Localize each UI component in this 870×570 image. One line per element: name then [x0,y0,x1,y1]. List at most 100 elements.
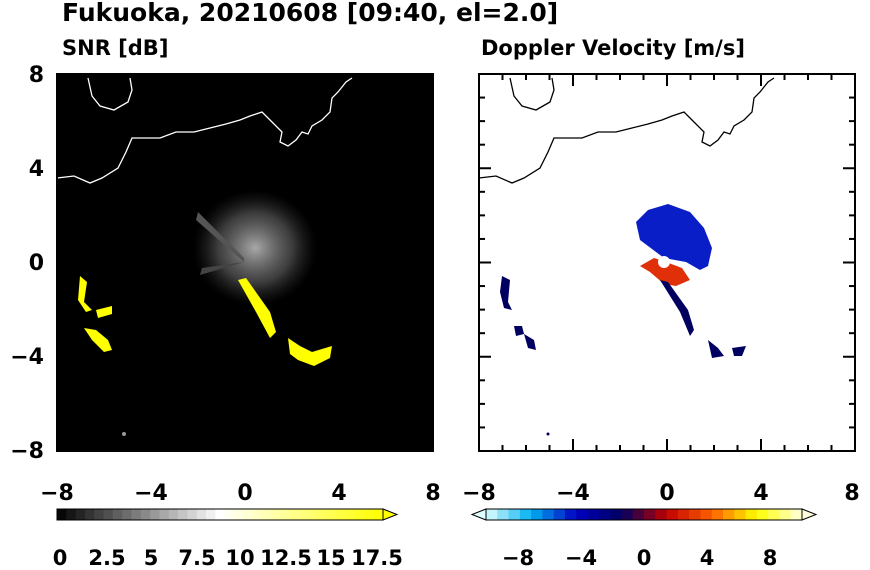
velocity-colorbar-bar-segment [677,509,690,520]
velocity-echo-band [514,326,524,336]
velocity-colorbar-bar-segment [576,509,589,520]
snr-colorbar-ticklabels: 0 2.5 5 7.5 10 12.5 15 17.5 [53,546,403,570]
figure-title: Fukuoka, 20210608 [09:40, el=2.0] [62,0,559,27]
velocity-colorbar-bar-segment [734,509,747,520]
snr-colorbar-bar-segment [140,509,151,520]
snr-y-ticklabel: −4 [10,345,44,370]
velocity-echo-band [708,340,724,358]
velocity-data-layer [500,204,746,436]
snr-echo-band [96,306,112,318]
snr-colorbar-bar-segment [159,509,170,520]
snr-echo-speck [122,432,126,436]
snr-echo-band [84,328,112,352]
snr-colorbar-bar-segment [66,509,77,520]
velocity-colorbar-bar-segment [632,509,645,520]
velocity-colorbar-bar-segment [542,509,555,520]
snr-clutter-echo [193,190,317,306]
snr-y-ticklabel: 8 [29,63,44,88]
snr-panel: −8 −4 0 4 8 8 4 0 −4 −8 0 2.5 5 7.5 10 1… [10,63,440,570]
snr-colorbar-bar-segment [252,509,263,520]
snr-clutter-sector [200,262,244,275]
velocity-colorbar-bar-segment [610,509,622,520]
snr-x-ticklabels: −8 −4 0 4 8 [40,481,441,506]
snr-colorbar-bar-segment [84,509,95,520]
snr-y-ticklabel: 0 [29,251,44,276]
snr-echo-band [288,338,332,366]
velocity-colorbar-ticklabel: 4 [700,546,715,570]
snr-colorbar-bar-segment [271,509,282,520]
velocity-radar-gap [658,256,670,268]
snr-colorbar-bar-segment [131,509,142,520]
snr-colorbar-bar-segment [327,509,337,520]
snr-colorbar-bar-segment [122,509,133,520]
velocity-colorbar-ticklabel: −4 [565,546,597,570]
velocity-colorbar-bar-segment [723,509,735,520]
snr-y-ticklabels: 8 4 0 −4 −8 [10,63,44,464]
velocity-colorbar-bar-segment [756,509,769,520]
velocity-colorbar-frame [485,508,803,521]
velocity-colorbar-bar-segment [700,509,713,520]
velocity-colorbar-ticklabel: −8 [502,546,534,570]
velocity-colorbar-bar-segment [598,509,611,520]
velocity-colorbar-bar-segment [565,509,577,520]
velocity-x-ticklabels: −8 −4 0 4 8 [462,481,860,506]
snr-colorbar-bar-segment [280,509,291,520]
velocity-colorbar-bar-segment [486,509,498,520]
velocity-x-ticklabel: −4 [556,481,590,506]
snr-panel-title: SNR [dB] [62,36,169,60]
velocity-colorbar-bar-segment [587,509,600,520]
snr-x-ticklabel: 0 [237,481,252,506]
velocity-echo-approaching [636,204,712,270]
snr-colorbar-bar-segment [150,509,160,520]
velocity-colorbar-ticklabel: 0 [637,546,652,570]
snr-x-ticklabel: 4 [331,481,346,506]
velocity-echo-band [524,334,536,350]
velocity-colorbar-bar-segment [666,509,679,520]
velocity-x-ticklabel: 4 [753,481,768,506]
velocity-colorbar-bar-segment [745,509,758,520]
snr-colorbar-bar-segment [196,509,207,520]
velocity-colorbar-bar-segment [768,509,780,520]
velocity-colorbar-max-extension [801,508,818,521]
velocity-axis-ticks [478,73,856,452]
velocity-colorbar [470,508,818,521]
snr-colorbar-bar-segment [336,509,347,520]
velocity-colorbar-bar-segment [497,509,510,520]
snr-colorbar-bar-segment [243,509,254,520]
snr-colorbar [56,508,399,521]
snr-colorbar-ticklabel: 10 [225,546,254,570]
velocity-colorbar-bar-segment [519,509,532,520]
snr-colorbar-bar-segment [233,509,244,520]
snr-colorbar-bar-segment [215,509,226,520]
snr-colorbar-bar-segment [168,509,179,520]
snr-echo-band [78,276,92,312]
velocity-colorbar-ticklabels: −8 −4 0 4 8 [502,546,777,570]
snr-colorbar-bar-segment [261,509,272,520]
snr-colorbar-bar-segment [178,509,188,520]
snr-axis-ticks [56,73,434,452]
snr-colorbar-bar-segment [299,509,309,520]
snr-x-ticklabel: −8 [40,481,74,506]
velocity-colorbar-bar-segment [711,509,724,520]
snr-data-layer [78,190,332,436]
snr-colorbar-ticklabel: 5 [144,546,159,570]
snr-colorbar-bar-segment [224,509,235,520]
snr-colorbar-bar-segment [206,509,216,520]
velocity-echo-band [500,276,512,310]
velocity-colorbar-bar-segment [655,509,668,520]
velocity-colorbar-bar-segment [644,509,656,520]
velocity-echo-receding [640,258,690,286]
snr-colorbar-max-extension [382,508,399,521]
snr-x-ticklabel: −4 [134,481,168,506]
snr-colorbar-ticklabel: 0 [53,546,68,570]
velocity-colorbar-bar-segment [531,509,543,520]
snr-colorbar-bar-segment [308,509,319,520]
velocity-colorbar-min-extension [470,508,487,521]
snr-colorbar-ticklabel: 17.5 [351,546,403,570]
snr-coastline [56,77,353,184]
velocity-colorbar-bar-segment [553,509,566,520]
snr-colorbar-bar-segment [94,509,105,520]
snr-colorbar-bar-segment [364,509,375,520]
velocity-echo-band [732,346,746,356]
